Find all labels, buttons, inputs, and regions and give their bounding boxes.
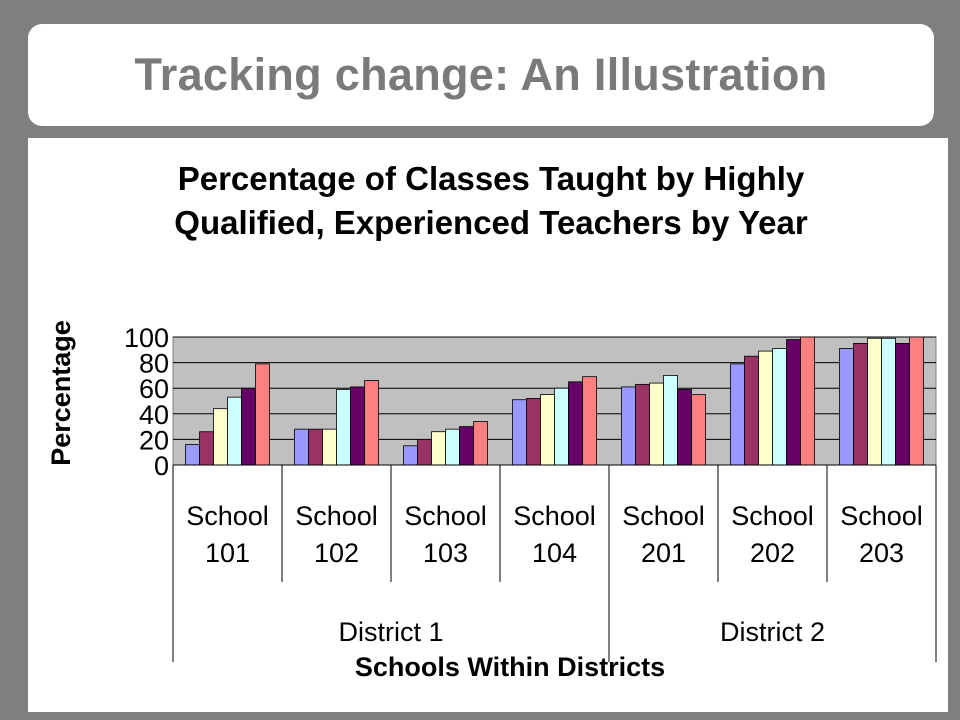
bar (568, 381, 583, 466)
category-label-line1: School (622, 501, 705, 531)
y-tick-label: 80 (139, 349, 169, 379)
category-label-line1: School (186, 501, 269, 531)
bar (895, 342, 910, 466)
slide-title: Tracking change: An Illustration (134, 49, 828, 100)
bar (649, 382, 664, 466)
bar (227, 396, 242, 466)
bar (308, 428, 323, 466)
chart-title-line-1: Percentage of Classes Taught by Highly (178, 160, 805, 197)
x-axis-title: Schools Within Districts (355, 652, 665, 682)
category-label-line1: School (840, 501, 923, 531)
bar (677, 389, 692, 466)
bar (473, 421, 488, 466)
category-label-line2: 103 (423, 538, 468, 568)
bar (364, 380, 379, 466)
category-labels: School 101 School 102 School 103 School 104 Scho… (186, 501, 923, 568)
bar (758, 350, 773, 466)
y-tick-label: 20 (139, 425, 169, 455)
bar (772, 348, 787, 466)
bar (853, 342, 868, 466)
bar (881, 337, 896, 466)
category-label-line2: 202 (750, 538, 795, 568)
bars (173, 336, 936, 466)
bar (730, 363, 745, 466)
category-label-line2: 201 (641, 538, 686, 568)
slide-title-card: Tracking change: An Illustration (28, 24, 934, 126)
bar (512, 399, 527, 466)
bar (554, 387, 569, 466)
bar (663, 374, 678, 466)
group-label: District 2 (720, 617, 825, 647)
bar (336, 389, 351, 466)
bar (635, 383, 650, 466)
bar (582, 376, 597, 466)
bar (839, 348, 854, 466)
category-label-line1: School (295, 501, 378, 531)
bar-chart: Percentage of Classes Taught by Highly Q… (46, 160, 937, 682)
group-labels: District 1 District 2 (338, 617, 825, 647)
bar (445, 428, 460, 466)
chart-title-line-2: Qualified, Experienced Teachers by Year (174, 204, 808, 241)
bar (213, 408, 228, 466)
bar (786, 339, 801, 466)
y-tick-label: 100 (124, 323, 169, 353)
bar (322, 428, 337, 466)
bar (199, 431, 214, 466)
bar (540, 394, 555, 466)
bar (350, 386, 365, 466)
category-label-line1: School (731, 501, 814, 531)
bar (241, 387, 256, 466)
category-label-line2: 101 (205, 538, 250, 568)
group-label: District 1 (338, 617, 443, 647)
chart-panel: Percentage of Classes Taught by Highly Q… (28, 138, 948, 712)
y-tick-label: 40 (139, 400, 169, 430)
bar (621, 386, 636, 466)
category-label-line2: 104 (532, 538, 577, 568)
bar (459, 426, 474, 466)
bar (431, 431, 446, 466)
category-label-line1: School (404, 501, 487, 531)
bar (255, 363, 270, 466)
category-table (172, 465, 937, 662)
bar (403, 445, 418, 466)
y-tick-label: 0 (154, 451, 169, 481)
bar (526, 398, 541, 466)
bar (294, 428, 309, 466)
bar (800, 336, 815, 466)
bar (909, 336, 924, 466)
y-tick-label: 60 (139, 374, 169, 404)
bar (744, 355, 759, 466)
bar (691, 394, 706, 466)
y-axis-title: Percentage (46, 320, 76, 466)
bar (867, 337, 882, 466)
bar (417, 438, 432, 466)
category-label-line2: 102 (314, 538, 359, 568)
bar (185, 444, 200, 466)
category-label-line1: School (513, 501, 596, 531)
category-label-line2: 203 (859, 538, 904, 568)
